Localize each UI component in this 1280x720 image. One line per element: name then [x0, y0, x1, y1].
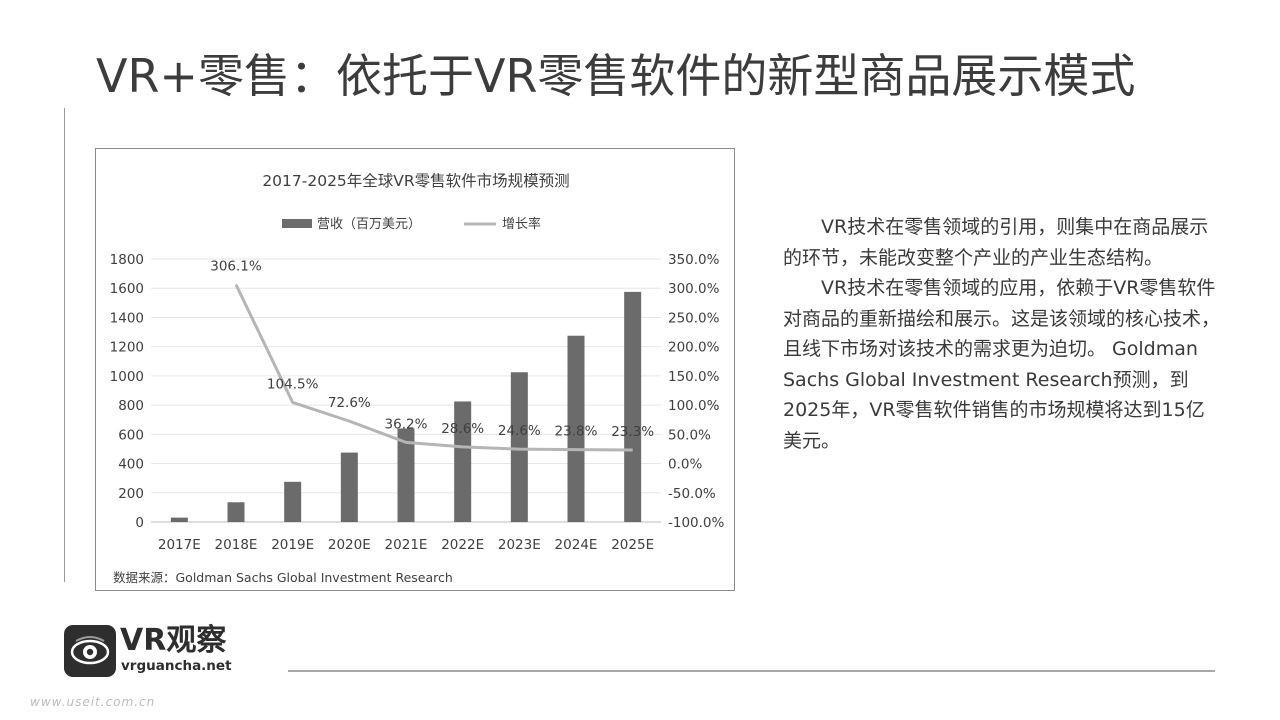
paragraph-2: VR技术在零售领域的应用，依赖于VR零售软件对商品的重新描绘和展示。这是该领域的… — [783, 277, 1221, 452]
x-tick-label: 2020E — [328, 537, 371, 553]
growth-data-label-2022E: 28.6% — [441, 421, 484, 437]
vr-eye-logo-icon — [64, 625, 116, 677]
growth-data-label-2018E: 306.1% — [210, 259, 262, 275]
bar-revenue-2022E — [454, 401, 472, 522]
growth-data-label-2023E: 24.6% — [498, 423, 541, 439]
y-right-tick-label: 300.0% — [668, 281, 720, 297]
bottom-divider — [288, 670, 1215, 672]
chart-source-note: 数据来源：Goldman Sachs Global Investment Res… — [113, 570, 453, 585]
x-tick-label: 2018E — [215, 537, 258, 553]
growth-data-label-2021E: 36.2% — [385, 416, 428, 432]
y-right-tick-label: 150.0% — [668, 369, 720, 385]
x-tick-label: 2022E — [441, 537, 484, 553]
growth-data-label-2024E: 23.8% — [555, 424, 598, 440]
y-right-tick-label: -100.0% — [668, 515, 725, 531]
chart-title: 2017-2025年全球VR零售软件市场规模预测 — [262, 172, 569, 190]
bar-revenue-2025E — [624, 291, 642, 522]
bar-revenue-2023E — [510, 372, 528, 522]
y-right-tick-label: 250.0% — [668, 310, 720, 326]
y-left-tick-label: 1600 — [110, 281, 144, 297]
bar-revenue-2019E — [284, 481, 302, 522]
bar-revenue-2017E — [170, 517, 188, 522]
growth-data-label-2019E: 104.5% — [267, 376, 319, 392]
y-left-tick-label: 1200 — [110, 340, 144, 356]
y-left-tick-label: 200 — [118, 486, 144, 502]
left-divider — [64, 108, 65, 582]
y-left-tick-label: 0 — [135, 515, 144, 531]
bar-revenue-2021E — [397, 428, 415, 522]
bar-revenue-2024E — [567, 335, 585, 522]
y-left-tick-label: 400 — [118, 457, 144, 473]
chart-panel: 2017-2025年全球VR零售软件市场规模预测营收（百万美元） 增长率 0 200 4… — [95, 148, 735, 591]
y-right-tick-label: 0.0% — [668, 457, 702, 473]
vrguancha-logo: VR观察 vrguancha.net — [64, 623, 244, 677]
x-tick-label: 2025E — [611, 537, 654, 553]
y-left-tick-label: 800 — [118, 398, 144, 414]
bar-revenue-2020E — [340, 452, 358, 522]
y-left-tick-label: 1400 — [110, 310, 144, 326]
paragraph-1: VR技术在零售领域的引用，则集中在商品展示的环节，未能改变整个产业的产业生态结构… — [783, 216, 1209, 269]
y-left-tick-label: 1800 — [110, 252, 144, 268]
x-tick-label: 2021E — [385, 537, 428, 553]
y-left-tick-label: 600 — [118, 427, 144, 443]
bar-revenue-2018E — [227, 502, 245, 522]
x-tick-label: 2019E — [271, 537, 314, 553]
legend-swatch-revenue — [282, 219, 312, 228]
logo-text: VR观察 — [120, 623, 227, 658]
y-right-tick-label: 100.0% — [668, 398, 720, 414]
body-text: VR技术在零售领域的引用，则集中在商品展示的环节，未能改变整个产业的产业生态结构… — [783, 212, 1223, 456]
legend-label-revenue: 营收（百万美元） — [317, 217, 421, 232]
growth-data-label-2025E: 23.3% — [611, 424, 654, 440]
y-left-tick-label: 1000 — [110, 369, 144, 385]
slide-title: VR+零售：依托于VR零售软件的新型商品展示模式 — [96, 49, 1136, 103]
legend-label-growth: 增长率 — [502, 216, 541, 232]
x-tick-label: 2024E — [555, 537, 598, 553]
y-right-tick-label: -50.0% — [668, 486, 716, 502]
logo-url: vrguancha.net — [121, 658, 232, 674]
y-right-tick-label: 50.0% — [668, 427, 711, 443]
y-right-tick-label: 350.0% — [668, 252, 720, 268]
x-tick-label: 2023E — [498, 537, 541, 553]
x-tick-label: 2017E — [158, 537, 201, 553]
watermark: www.useit.com.cn — [30, 695, 156, 709]
y-right-tick-label: 200.0% — [668, 340, 720, 356]
growth-data-label-2020E: 72.6% — [328, 395, 371, 411]
growth-rate-line — [234, 284, 633, 452]
